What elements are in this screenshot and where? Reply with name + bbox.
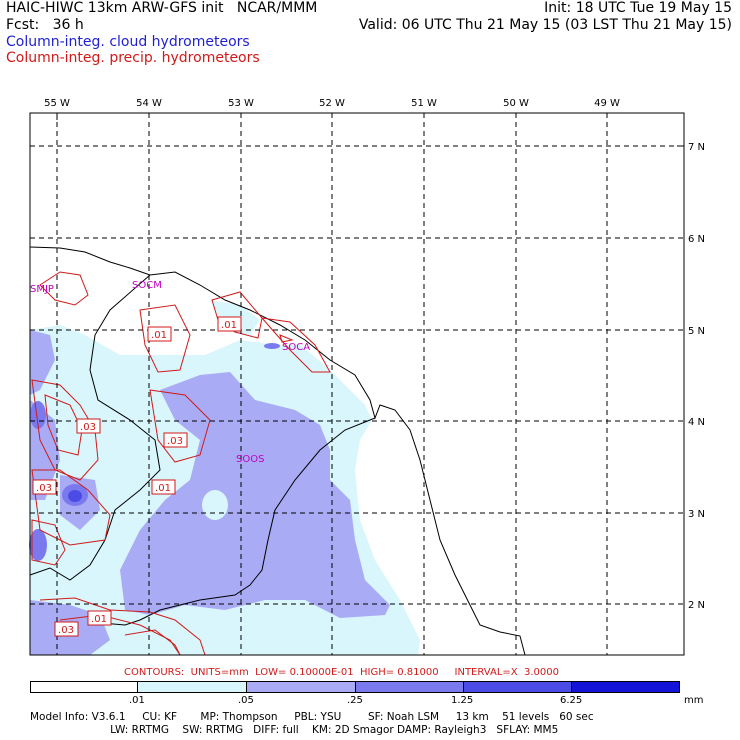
mid-cloud-west bbox=[30, 330, 55, 395]
graticule bbox=[30, 113, 684, 655]
valid-time: Valid: 06 UTC Thu 21 May 15 (03 LST Thu … bbox=[358, 17, 732, 33]
lat-label: 2 N bbox=[688, 600, 705, 611]
lat-label: 3 N bbox=[688, 509, 705, 520]
contour-labels: .01 .01 .03 .03 .01 .03 .01 .03 bbox=[32, 316, 242, 637]
contour-g bbox=[149, 389, 211, 463]
contour-l bbox=[124, 629, 181, 656]
contour-label: .01 bbox=[155, 483, 171, 494]
colorbar-segment bbox=[31, 682, 138, 692]
model-info-line1: Model Info: V3.6.1 CU: KF MP: Thompson P… bbox=[30, 711, 594, 723]
contours-info: CONTOURS: UNITS=mm LOW= 0.10000E-01 HIGH… bbox=[124, 667, 559, 678]
colorbar-tick: 1.25 bbox=[451, 695, 474, 706]
contour-label-box bbox=[217, 316, 242, 332]
mid-cloud-region bbox=[120, 372, 390, 618]
contour-f bbox=[44, 394, 83, 456]
model-info-line2: LW: RRTMG SW: RRTMG DIFF: full KM: 2D Sm… bbox=[30, 724, 559, 736]
lat-labels: 7 N 6 N 5 N 4 N 3 N 2 N bbox=[688, 142, 705, 611]
lon-label: 51 W bbox=[411, 98, 437, 109]
contour-e bbox=[31, 379, 99, 481]
strong-cloud-west bbox=[30, 401, 46, 429]
coast-and-borders bbox=[29, 246, 526, 656]
colorbar-segment bbox=[464, 682, 573, 692]
lat-label: 6 N bbox=[688, 234, 705, 245]
colorbar-tick: .01 bbox=[129, 695, 145, 706]
contour-d bbox=[260, 317, 331, 373]
contour-label: .03 bbox=[36, 483, 52, 494]
legend-cloud: Column-integ. cloud hydrometeors bbox=[6, 34, 250, 50]
colorbar-segment bbox=[355, 682, 465, 692]
contour-label: .01 bbox=[91, 614, 107, 625]
lat-label: 5 N bbox=[688, 326, 705, 337]
contour-h bbox=[31, 469, 111, 546]
contour-i bbox=[31, 519, 66, 566]
cloud-fill-layer bbox=[29, 300, 420, 655]
stations: SMJP SOCM SOCA SOOS bbox=[30, 280, 310, 465]
colorbar-tick: .25 bbox=[347, 695, 363, 706]
lon-label: 54 W bbox=[136, 98, 162, 109]
contour-label-box bbox=[151, 479, 176, 495]
lat-label: 4 N bbox=[688, 417, 705, 428]
contour-label-box bbox=[54, 621, 79, 637]
contour-label: .01 bbox=[221, 320, 237, 331]
border-west bbox=[29, 274, 161, 581]
contour-label: .03 bbox=[80, 422, 96, 433]
strong-cloud-south bbox=[29, 529, 47, 561]
border-east bbox=[89, 417, 376, 626]
cloud-hole bbox=[202, 490, 228, 520]
coastline bbox=[29, 246, 526, 656]
contour-label: .03 bbox=[167, 436, 183, 447]
header-left: HAIC-HIWC 13km ARW-GFS init NCAR/MMM Fcs… bbox=[6, 0, 317, 34]
map-frame bbox=[29, 112, 685, 656]
contour-k bbox=[59, 614, 181, 656]
header-right: Init: 18 UTC Tue 19 May 15 Valid: 06 UTC… bbox=[359, 0, 732, 34]
lon-label: 52 W bbox=[319, 98, 345, 109]
forecast-hour: Fcst: 36 h bbox=[6, 17, 84, 33]
contour-label-box bbox=[76, 418, 101, 434]
contour-label: .01 bbox=[151, 330, 167, 341]
lat-label: 7 N bbox=[688, 142, 705, 153]
lon-label: 55 W bbox=[44, 98, 70, 109]
frame-ticks bbox=[56, 113, 684, 147]
contour-label-box bbox=[87, 610, 112, 626]
colorbar-segment bbox=[137, 682, 247, 692]
station-label: SOCM bbox=[132, 280, 162, 291]
contour-label: .03 bbox=[58, 625, 74, 636]
lon-label: 53 W bbox=[228, 98, 254, 109]
colorbar-tick: 6.25 bbox=[560, 695, 583, 706]
contour-label-box bbox=[32, 479, 57, 495]
precip-contours bbox=[31, 271, 331, 656]
contour-label-box bbox=[147, 326, 172, 342]
socca-cloud-blob bbox=[264, 343, 280, 349]
contour-label-box bbox=[163, 432, 188, 448]
station-label: SOCA bbox=[282, 342, 310, 353]
strongest-cloud-core bbox=[68, 490, 82, 502]
contour-j bbox=[39, 597, 206, 656]
legend-precip: Column-integ. precip. hydrometeors bbox=[6, 50, 260, 66]
lon-label: 49 W bbox=[594, 98, 620, 109]
colorbar-unit: mm bbox=[684, 695, 704, 706]
colorbar-segment bbox=[246, 682, 356, 692]
contour-a bbox=[39, 271, 89, 306]
colorbar-segment bbox=[572, 682, 680, 692]
station-label: SMJP bbox=[30, 284, 54, 295]
colorbar-tick: .05 bbox=[238, 695, 254, 706]
contour-b bbox=[139, 304, 191, 373]
lon-labels: 55 W 54 W 53 W 52 W 51 W 50 W 49 W bbox=[44, 98, 620, 109]
colorbar bbox=[30, 681, 680, 693]
contour-m bbox=[279, 334, 294, 343]
model-title: HAIC-HIWC 13km ARW-GFS init NCAR/MMM bbox=[6, 0, 318, 16]
init-time: Init: 18 UTC Tue 19 May 15 bbox=[544, 0, 732, 16]
lon-label: 50 W bbox=[503, 98, 529, 109]
station-label: SOOS bbox=[236, 454, 264, 465]
